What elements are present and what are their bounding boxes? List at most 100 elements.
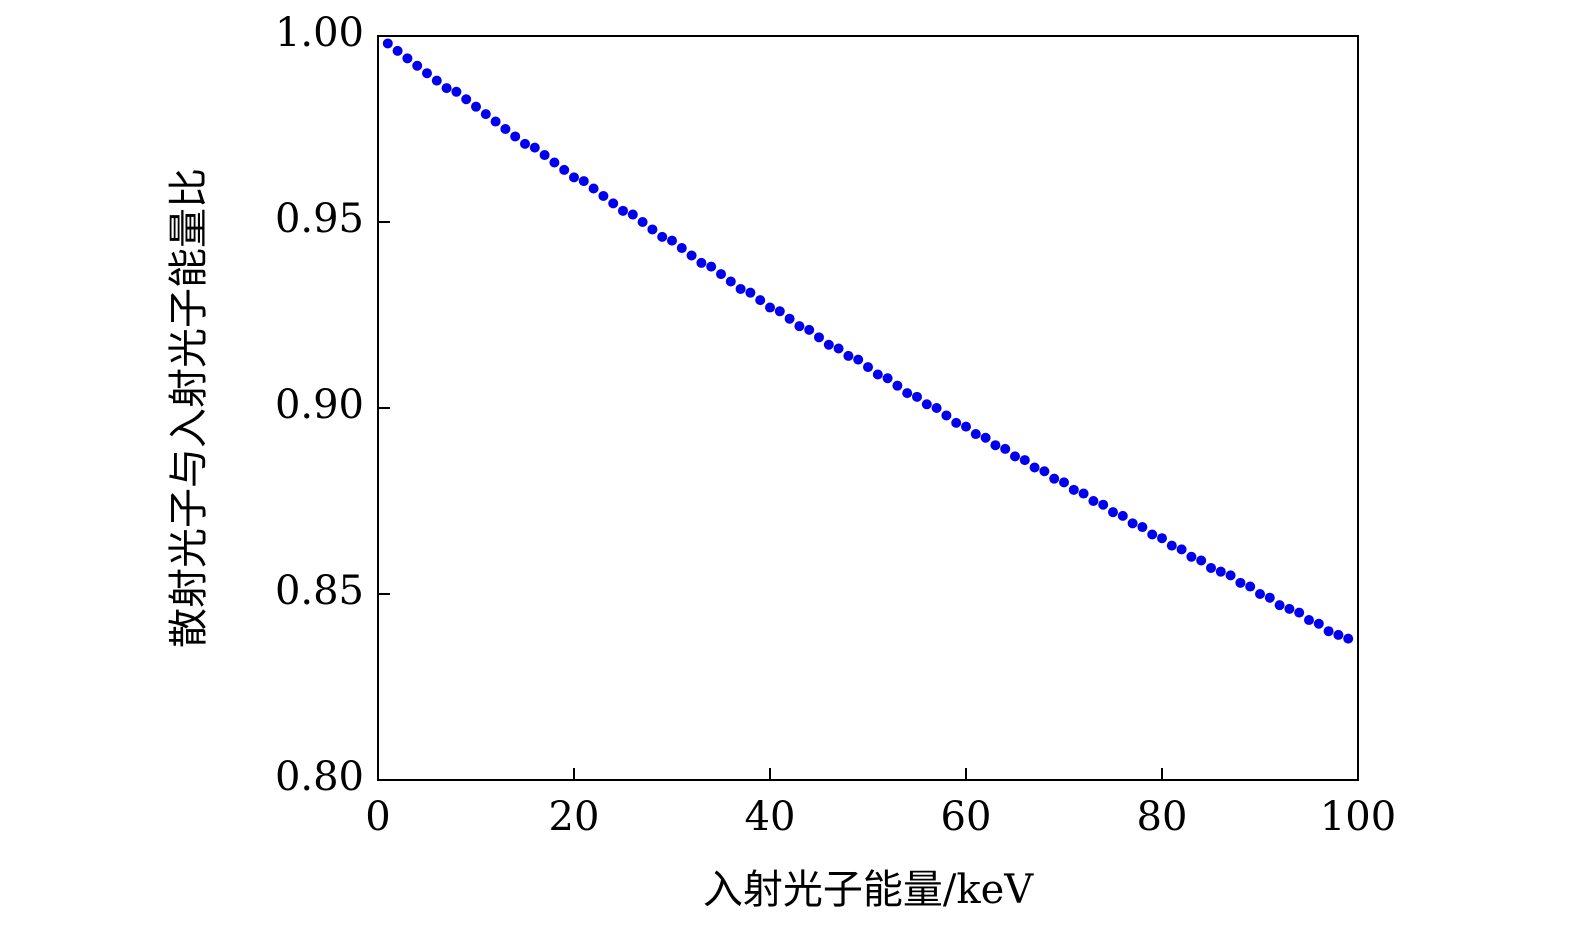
point [1147,529,1158,540]
point [1215,566,1226,577]
point [902,388,913,399]
point [1127,518,1138,529]
point [1049,473,1060,484]
point [412,60,423,71]
point [618,205,628,216]
point [1098,499,1109,510]
x-tick-label: 0 [365,794,390,840]
point [1029,462,1040,473]
point [725,276,736,287]
point [1196,555,1207,566]
point [853,354,864,365]
point [578,176,589,187]
point [706,261,717,272]
point [804,324,815,335]
x-tick-label: 60 [941,794,992,840]
point [784,313,795,324]
point [569,172,579,183]
point [598,190,609,201]
point [1304,615,1314,626]
point [716,269,726,280]
point [1059,477,1069,488]
point [500,124,511,134]
point [510,131,521,142]
point [451,86,462,97]
point [422,68,432,79]
point [1166,540,1177,551]
point [480,109,491,120]
point [657,231,668,242]
point [961,421,971,432]
y-tick-label: 0.85 [275,568,364,614]
x-tick-label: 20 [549,794,600,840]
point [667,235,677,246]
point [892,380,903,391]
point [1176,544,1187,555]
point [539,150,550,161]
point [863,362,873,373]
point [1323,626,1334,637]
point [588,183,599,194]
point [647,224,658,235]
point [676,243,687,254]
point [637,217,648,227]
point [1294,607,1305,618]
point [833,343,844,354]
point [1235,577,1246,588]
point [951,417,962,428]
point [1088,496,1099,506]
point [392,45,403,56]
point [696,257,707,268]
point [990,440,1001,451]
point [814,332,824,343]
y-tick-label: 0.95 [275,196,364,242]
point [686,250,697,261]
point [970,429,981,440]
point [431,75,442,86]
point [1019,455,1030,466]
point [608,198,619,209]
point [843,350,854,361]
point [1068,484,1079,495]
point [1225,570,1236,581]
point [1343,633,1354,644]
point [471,101,481,112]
point [1245,581,1256,592]
point [1078,488,1089,499]
y-axis-label: 散射光子与入射光子能量比 [166,168,212,648]
point [402,53,413,64]
point [912,391,922,402]
point [520,138,530,149]
y-tick-label: 1.00 [275,10,364,56]
point [1117,510,1128,521]
point [1333,629,1344,640]
y-tick-label: 0.80 [275,754,364,800]
y-tick-label: 0.90 [275,382,364,428]
point [1264,592,1275,603]
point [1039,466,1050,477]
point [1000,443,1011,454]
point [745,287,756,298]
x-tick-label: 40 [745,794,796,840]
point [765,302,775,313]
point [627,209,638,220]
point [559,164,570,175]
point [1206,562,1216,573]
point [980,432,991,443]
point [794,321,805,332]
point [941,410,952,421]
point [1186,551,1197,562]
point [1313,618,1324,629]
point [755,295,766,306]
point [461,94,472,105]
point [1108,507,1118,518]
x-tick-label: 100 [1320,794,1396,840]
point [1255,589,1265,599]
point [1284,603,1295,614]
point [1274,600,1285,611]
point [549,157,560,168]
point [441,83,452,94]
point [872,369,883,380]
x-tick-label: 80 [1137,794,1188,840]
